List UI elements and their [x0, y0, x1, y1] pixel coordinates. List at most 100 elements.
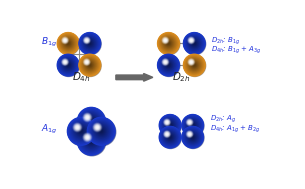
Circle shape: [187, 36, 202, 51]
Circle shape: [99, 129, 103, 133]
Circle shape: [182, 126, 203, 148]
Circle shape: [164, 61, 173, 69]
Circle shape: [68, 65, 69, 66]
Circle shape: [83, 113, 99, 130]
Text: $D_{4h}$: $A_{1g}$ + $B_{2g}$: $D_{4h}$: $A_{1g}$ + $B_{2g}$: [210, 124, 260, 136]
Circle shape: [188, 120, 198, 130]
Circle shape: [80, 55, 100, 75]
Text: $D_{2h}$: $D_{2h}$: [172, 70, 191, 84]
Circle shape: [88, 118, 116, 146]
Circle shape: [82, 57, 98, 73]
Circle shape: [71, 121, 92, 142]
Circle shape: [165, 62, 166, 63]
Circle shape: [161, 36, 176, 51]
Circle shape: [63, 39, 67, 42]
Circle shape: [189, 38, 199, 49]
Circle shape: [86, 40, 93, 47]
Circle shape: [87, 117, 96, 126]
Circle shape: [88, 63, 92, 67]
Circle shape: [190, 134, 196, 140]
Circle shape: [90, 140, 92, 142]
Circle shape: [189, 122, 190, 123]
Circle shape: [185, 56, 203, 74]
Circle shape: [189, 60, 199, 70]
Circle shape: [66, 63, 70, 67]
Circle shape: [160, 127, 180, 147]
Circle shape: [80, 110, 102, 132]
Circle shape: [187, 131, 192, 137]
Circle shape: [83, 37, 96, 50]
Circle shape: [162, 59, 175, 72]
Circle shape: [188, 121, 197, 130]
Circle shape: [158, 33, 180, 55]
Circle shape: [79, 54, 101, 76]
Circle shape: [78, 108, 106, 136]
Circle shape: [188, 121, 191, 124]
Circle shape: [188, 133, 197, 142]
Circle shape: [190, 61, 192, 63]
Circle shape: [183, 33, 205, 54]
Circle shape: [184, 117, 201, 134]
Circle shape: [165, 132, 175, 142]
Circle shape: [85, 115, 89, 119]
Circle shape: [95, 125, 100, 130]
Circle shape: [81, 34, 99, 53]
Circle shape: [167, 123, 173, 128]
Circle shape: [182, 115, 203, 136]
Circle shape: [67, 64, 69, 66]
Circle shape: [187, 120, 192, 125]
Circle shape: [72, 122, 90, 140]
Circle shape: [185, 118, 200, 133]
Circle shape: [190, 39, 192, 42]
Circle shape: [88, 42, 92, 45]
Circle shape: [190, 61, 198, 69]
Circle shape: [84, 135, 98, 148]
Circle shape: [167, 64, 169, 66]
Circle shape: [62, 37, 75, 50]
Circle shape: [161, 58, 176, 72]
Circle shape: [82, 132, 100, 150]
Circle shape: [84, 59, 90, 65]
Circle shape: [84, 60, 95, 70]
Circle shape: [182, 127, 204, 149]
Circle shape: [60, 35, 76, 52]
Circle shape: [75, 125, 80, 130]
Circle shape: [193, 43, 195, 44]
Circle shape: [96, 126, 99, 128]
Circle shape: [187, 131, 199, 143]
Circle shape: [81, 35, 98, 52]
Circle shape: [184, 129, 201, 146]
Text: $D_{4h}$: $D_{4h}$: [72, 70, 91, 84]
Circle shape: [63, 60, 73, 70]
Circle shape: [84, 60, 95, 71]
Circle shape: [189, 122, 196, 129]
Circle shape: [60, 57, 76, 73]
Circle shape: [85, 39, 88, 42]
Circle shape: [67, 43, 69, 44]
Circle shape: [85, 135, 90, 140]
Circle shape: [161, 117, 179, 134]
Circle shape: [64, 61, 72, 69]
Circle shape: [60, 57, 76, 73]
Circle shape: [79, 109, 103, 133]
Circle shape: [190, 61, 192, 63]
Circle shape: [164, 131, 176, 143]
Circle shape: [189, 134, 190, 135]
Circle shape: [63, 38, 67, 43]
Circle shape: [77, 127, 78, 128]
Circle shape: [188, 59, 194, 65]
Circle shape: [80, 55, 101, 77]
Circle shape: [192, 41, 196, 46]
Circle shape: [167, 134, 173, 140]
Circle shape: [58, 33, 78, 54]
Circle shape: [190, 122, 196, 128]
Circle shape: [90, 120, 112, 142]
Circle shape: [70, 120, 93, 143]
Circle shape: [165, 120, 169, 124]
Circle shape: [164, 60, 167, 64]
Circle shape: [163, 119, 177, 132]
Circle shape: [186, 57, 203, 74]
Circle shape: [93, 123, 109, 139]
Circle shape: [63, 60, 67, 64]
Circle shape: [58, 55, 80, 77]
